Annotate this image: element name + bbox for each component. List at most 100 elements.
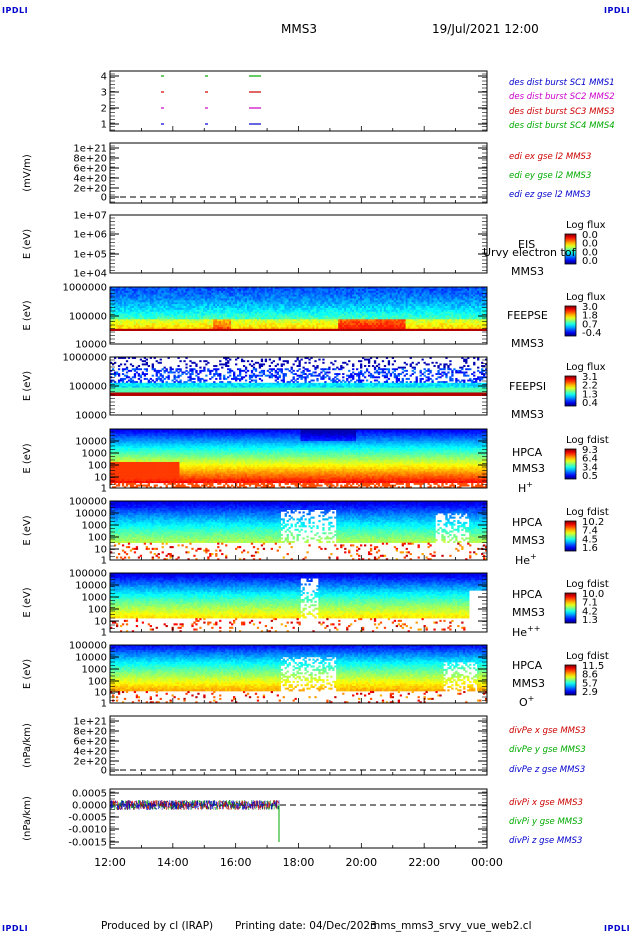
y-axis-label-hpca_he: E (eV) xyxy=(22,515,33,545)
colorbar-tick-hpca_h: 3.4 xyxy=(582,462,598,473)
colorbar-tick-eis: 0.0 xyxy=(582,247,598,258)
x-tick-label-time: 22:00 xyxy=(408,856,440,869)
legend-entry-burst: des dist burst SC3 MMS3 xyxy=(509,107,615,117)
corner-label-top-right: IPDLI xyxy=(604,6,630,15)
legend-entry-divpi: divPi x gse MMS3 xyxy=(509,798,583,808)
y-tick-label-hpca_he: 10 xyxy=(94,545,107,556)
y-tick-label-eis: 1e+05 xyxy=(73,250,107,261)
legend-entry-divpi: divPi z gse MMS3 xyxy=(509,836,582,846)
y-tick-label-feepse: 100000 xyxy=(69,312,107,323)
y-tick-label-edi: 2e+20 xyxy=(73,184,107,195)
footer-produced-by: Produced by cl (IRAP) xyxy=(101,920,213,932)
x-tick-label-time: 20:00 xyxy=(345,856,377,869)
spectrogram-cells xyxy=(110,501,488,561)
colorbar-tick-hpca_o: 5.7 xyxy=(582,678,598,689)
divpi-series xyxy=(110,800,280,810)
y-axis-label-hpca_h: E (eV) xyxy=(22,443,33,473)
colorbar-tick-feepsi: 3.1 xyxy=(582,372,598,383)
y-axis-label-feepsi: E (eV) xyxy=(22,371,33,401)
colorbar-tick-feepsi: 2.2 xyxy=(582,381,598,392)
footer-printing-date: Printing date: 04/Dec/2023 xyxy=(235,920,377,932)
colorbar-tick-hpca_h: 0.5 xyxy=(582,471,598,482)
y-tick-label-hpca_o: 10 xyxy=(94,688,107,699)
y-tick-label-hpca_h: 1000 xyxy=(82,449,107,460)
legend-entry-edi: edi ey gse l2 MMS3 xyxy=(509,171,591,181)
y-tick-label-hpca_h: 1 xyxy=(101,484,107,495)
colorbar-tick-hpca_h: 9.3 xyxy=(582,445,598,456)
y-tick-label-hpca_he: 100000 xyxy=(69,497,107,508)
colorbar-tick-hpca_o: 11.5 xyxy=(582,661,604,672)
legend-entry-edi: edi ez gse l2 MMS3 xyxy=(509,190,591,200)
spectrogram-label-hpca_hepp: He++ xyxy=(512,624,540,639)
x-tick-label-time: 00:00 xyxy=(471,856,503,869)
colorbar-tick-hpca_he: 7.4 xyxy=(582,526,598,537)
y-tick-label-edi: 0 xyxy=(101,193,107,204)
colorbar-tick-hpca_he: 1.6 xyxy=(582,543,598,554)
y-axis-label-feepse: E (eV) xyxy=(22,300,33,330)
y-tick-label-hpca_he: 1000 xyxy=(82,521,107,532)
colorbar-title-hpca_h: Log fdist xyxy=(566,435,609,446)
colorbar-tick-feepsi: 1.3 xyxy=(582,389,598,400)
y-axis-label-divpi: (nPa/km) xyxy=(22,796,33,841)
corner-label-bottom-left: IPDLI xyxy=(2,924,28,933)
y-tick-label-hpca_hepp: 10 xyxy=(94,617,107,628)
y-tick-label-hpca_h: 100 xyxy=(88,461,107,472)
y-tick-label-hpca_hepp: 100 xyxy=(88,605,107,616)
y-tick-label-eis: 1e+07 xyxy=(73,211,107,222)
colorbar-tick-hpca_he: 4.5 xyxy=(582,534,598,545)
y-tick-label-burst: 4 xyxy=(101,72,107,83)
y-tick-label-hpca_hepp: 100000 xyxy=(69,569,107,580)
y-tick-label-divpi: -0.0010 xyxy=(68,825,107,836)
corner-label-bottom-right: IPDLI xyxy=(604,924,630,933)
spectrogram-label-hpca_h: H+ xyxy=(518,480,533,495)
y-tick-label-hpca_hepp: 1000 xyxy=(82,593,107,604)
y-tick-label-burst: 1 xyxy=(101,120,107,131)
colorbar-hpca_h xyxy=(564,448,577,480)
colorbar-tick-hpca_he: 10.2 xyxy=(582,517,604,528)
colorbar-eis xyxy=(564,233,577,265)
y-tick-label-hpca_he: 10000 xyxy=(75,509,107,520)
spectrogram-label-hpca_hepp: HPCA xyxy=(512,588,543,601)
y-tick-label-edi: 6e+20 xyxy=(73,164,107,175)
colorbar-title-feepse: Log flux xyxy=(566,292,606,303)
y-axis-label-hpca_o: E (eV) xyxy=(22,659,33,689)
colorbar-tick-hpca_hepp: 1.3 xyxy=(582,615,598,626)
y-tick-label-feepse: 1000000 xyxy=(62,283,107,294)
spectrogram-cells xyxy=(110,357,488,396)
x-tick-label-time: 18:00 xyxy=(283,856,315,869)
x-tick-label-time: 14:00 xyxy=(157,856,189,869)
colorbar-tick-feepse: 0.7 xyxy=(582,319,598,330)
colorbar-title-eis: Log flux xyxy=(566,220,606,231)
spectrogram-label-feepsi: MMS3 xyxy=(511,408,544,421)
colorbar-feepse xyxy=(564,305,577,337)
y-tick-label-divpi: -0.0005 xyxy=(68,813,107,824)
colorbar-tick-feepsi: 0.4 xyxy=(582,398,598,409)
y-tick-label-feepsi: 10000 xyxy=(75,411,107,422)
y-tick-label-divpi: 0.0000 xyxy=(72,801,107,812)
spectrogram-label-hpca_o: MMS3 xyxy=(512,677,545,690)
spectrogram-label-eis: Urvy electron tof xyxy=(483,246,577,259)
panel-frame-divpe xyxy=(109,715,488,776)
spectrogram-label-hpca_hepp: MMS3 xyxy=(512,606,545,619)
legend-entry-divpi: divPi y gse MMS3 xyxy=(509,817,583,827)
colorbar-title-feepsi: Log flux xyxy=(566,362,606,373)
panel-frame-divpi xyxy=(109,788,488,849)
y-tick-label-divpi: -0.0015 xyxy=(68,838,107,849)
spectrogram-label-eis: EIS xyxy=(518,238,535,251)
panel-frame-edi xyxy=(109,142,488,204)
y-tick-label-hpca_h: 10 xyxy=(94,473,107,484)
y-tick-label-edi: 8e+20 xyxy=(73,154,107,165)
y-tick-label-hpca_h: 10000 xyxy=(75,437,107,448)
y-tick-label-feepse: 10000 xyxy=(75,340,107,351)
spectrogram-cells xyxy=(110,573,488,633)
y-tick-label-hpca_o: 100000 xyxy=(69,641,107,652)
colorbar-title-hpca_he: Log fdist xyxy=(566,507,609,518)
page-title: MMS3 xyxy=(281,22,317,36)
y-tick-label-divpe: 2e+20 xyxy=(73,757,107,768)
colorbar-tick-hpca_o: 2.9 xyxy=(582,687,598,698)
y-axis-label-edi: (mV/m) xyxy=(22,154,33,192)
colorbar-tick-hpca_h: 6.4 xyxy=(582,454,598,465)
corner-label-top-left: IPDLI xyxy=(2,6,28,15)
colorbar-tick-eis: 0.0 xyxy=(582,230,598,241)
